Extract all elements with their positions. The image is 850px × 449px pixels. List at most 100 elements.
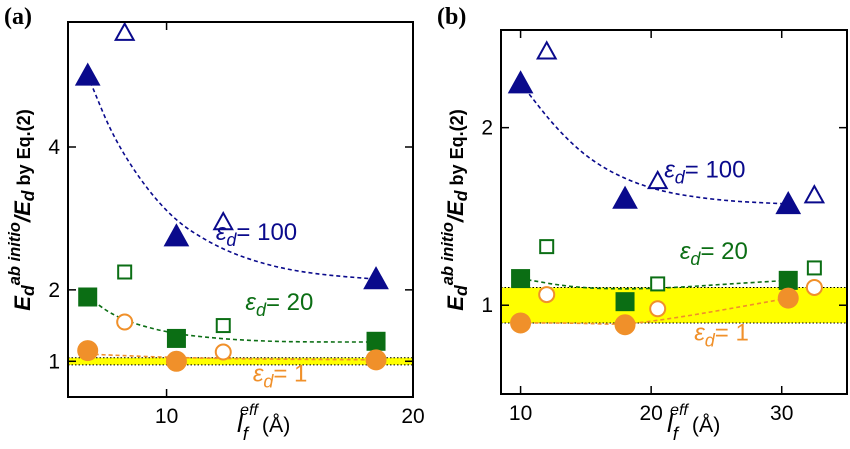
y-axis-label: Edab initio/Ed by Eq.(2) bbox=[6, 109, 38, 310]
xlabel-sup: eff bbox=[670, 401, 689, 419]
green-square-open-point bbox=[215, 318, 231, 334]
navy-triangle-filled-point bbox=[612, 185, 638, 209]
x-tick-label: 20 bbox=[401, 405, 424, 428]
annotation-value: = 1 bbox=[715, 320, 749, 347]
ylabel-sub-d: d bbox=[18, 284, 38, 296]
fit-curve-green bbox=[87, 296, 377, 343]
green-square-filled-point bbox=[366, 331, 386, 351]
y-tick-label: 1 bbox=[48, 350, 60, 373]
orange-circle-filled-point bbox=[365, 349, 387, 371]
fit-curve-navy bbox=[86, 75, 377, 280]
ylabel-sub-d2: d bbox=[451, 189, 471, 201]
xlabel-l: l bbox=[237, 408, 244, 438]
fit-curve-green bbox=[520, 277, 789, 290]
orange-circle-filled-point bbox=[165, 350, 187, 372]
orange-circle-filled-point bbox=[614, 314, 636, 336]
annotation-epsilon: ε bbox=[245, 289, 256, 316]
y-tick-label: 4 bbox=[48, 136, 60, 159]
navy-triangle-open-point bbox=[535, 40, 558, 60]
navy-triangle-filled-point bbox=[74, 62, 101, 86]
annotation-value: = 1 bbox=[273, 360, 307, 387]
annotation-value: = 100 bbox=[685, 156, 746, 183]
annotation-eps-orange: εd= 1 bbox=[694, 320, 749, 351]
annotation-epsilon: ε bbox=[253, 360, 264, 387]
orange-circle-open-point bbox=[116, 313, 134, 331]
orange-circle-filled-point bbox=[510, 312, 532, 334]
reference-band bbox=[68, 357, 413, 365]
xlabel-unit: (Å) bbox=[692, 413, 720, 437]
ylabel-sub-d2: d bbox=[18, 189, 38, 201]
annotation-sub: d bbox=[675, 167, 686, 187]
annotation-value: = 20 bbox=[266, 289, 313, 316]
x-tick-label: 10 bbox=[509, 402, 532, 425]
green-square-open-point bbox=[117, 264, 133, 280]
ylabel-E2: E bbox=[10, 200, 35, 216]
navy-triangle-filled-point bbox=[163, 223, 190, 247]
navy-triangle-filled-point bbox=[775, 190, 802, 215]
annotation-eps-orange: εd= 1 bbox=[253, 360, 308, 391]
navy-triangle-open-point bbox=[113, 21, 136, 41]
annotation-eps-navy: εd= 100 bbox=[216, 219, 297, 250]
navy-triangle-open-point bbox=[646, 169, 669, 190]
green-square-filled-point bbox=[78, 287, 98, 307]
annotation-value: = 100 bbox=[236, 219, 297, 246]
ylabel-slash: / bbox=[443, 213, 468, 223]
xlabel-sub: f bbox=[673, 423, 680, 444]
annotation-epsilon: ε bbox=[694, 320, 705, 347]
xlabel-sub: f bbox=[243, 423, 250, 444]
green-square-open-point bbox=[650, 276, 666, 292]
green-square-filled-point bbox=[166, 328, 186, 348]
annotation-eps-green: εd= 20 bbox=[245, 289, 313, 320]
navy-triangle-open-point bbox=[803, 184, 826, 204]
annotation-eps-green: εd= 20 bbox=[680, 238, 748, 269]
ylabel-tail: by Eq.(2) bbox=[447, 109, 467, 190]
annotation-eps-navy: εd= 100 bbox=[664, 156, 745, 187]
annotation-epsilon: ε bbox=[680, 238, 691, 265]
x-tick-label: 30 bbox=[770, 402, 793, 425]
ylabel-tail: by Eq.(2) bbox=[14, 109, 34, 190]
orange-circle-open-point bbox=[805, 278, 823, 296]
orange-circle-open-point bbox=[649, 300, 667, 318]
ylabel-E: E bbox=[10, 295, 35, 311]
fit-curve-navy bbox=[519, 82, 789, 205]
plot-frame bbox=[67, 21, 414, 398]
ylabel-E2: E bbox=[443, 200, 468, 216]
y-tick-label: 1 bbox=[481, 294, 493, 317]
annotation-epsilon: ε bbox=[216, 219, 227, 246]
ylabel-slash: / bbox=[10, 213, 35, 223]
plot-area bbox=[68, 75, 413, 366]
orange-circle-open-point bbox=[214, 343, 232, 361]
x-tick-label: 20 bbox=[639, 402, 662, 425]
fit-curve-orange bbox=[87, 353, 377, 361]
ylabel-E: E bbox=[443, 295, 468, 311]
green-square-filled-point bbox=[511, 269, 531, 289]
green-square-filled-point bbox=[615, 292, 635, 312]
y-tick-label: 2 bbox=[481, 117, 493, 140]
annotation-sub: d bbox=[690, 249, 701, 269]
annotation-epsilon: ε bbox=[664, 156, 675, 183]
x-axis-label: lf eff(Å) bbox=[667, 401, 720, 444]
plot-frame bbox=[500, 29, 848, 395]
annotation-sub: d bbox=[226, 230, 237, 250]
navy-triangle-open-point bbox=[212, 210, 234, 231]
green-square-open-point bbox=[539, 239, 555, 255]
navy-triangle-filled-point bbox=[507, 70, 534, 94]
navy-triangle-filled-point bbox=[363, 266, 389, 290]
green-square-open-point bbox=[806, 260, 822, 276]
ylabel-sup: ab initio bbox=[6, 222, 24, 285]
ylabel-sup: ab initio bbox=[439, 222, 457, 285]
orange-circle-filled-point bbox=[777, 287, 799, 309]
xlabel-sup: eff bbox=[240, 401, 259, 419]
annotation-value: = 20 bbox=[700, 238, 747, 265]
ylabel-sub-d: d bbox=[451, 284, 471, 296]
x-tick-label: 10 bbox=[155, 405, 178, 428]
green-square-filled-point bbox=[778, 270, 798, 290]
panel-letter: (b) bbox=[437, 4, 466, 30]
annotation-sub: d bbox=[263, 371, 274, 391]
orange-circle-open-point bbox=[538, 286, 556, 304]
y-axis-label: Edab initio/Ed by Eq.(2) bbox=[439, 109, 471, 310]
xlabel-unit: (Å) bbox=[262, 413, 290, 437]
